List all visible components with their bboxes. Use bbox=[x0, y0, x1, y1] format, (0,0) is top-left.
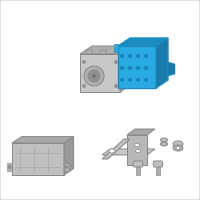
Polygon shape bbox=[102, 149, 155, 155]
Polygon shape bbox=[64, 137, 74, 175]
Polygon shape bbox=[80, 46, 132, 54]
Ellipse shape bbox=[144, 66, 148, 70]
Ellipse shape bbox=[144, 78, 148, 82]
Ellipse shape bbox=[120, 66, 124, 70]
Bar bbox=[136, 167, 140, 175]
Ellipse shape bbox=[134, 144, 140, 146]
Polygon shape bbox=[80, 54, 120, 92]
Ellipse shape bbox=[114, 84, 118, 88]
Ellipse shape bbox=[144, 54, 148, 58]
Ellipse shape bbox=[173, 145, 183, 151]
Ellipse shape bbox=[128, 54, 132, 58]
Ellipse shape bbox=[136, 78, 140, 82]
Ellipse shape bbox=[83, 60, 86, 64]
Ellipse shape bbox=[176, 146, 180, 150]
Ellipse shape bbox=[160, 138, 168, 142]
Polygon shape bbox=[118, 38, 168, 46]
Ellipse shape bbox=[84, 66, 104, 86]
Polygon shape bbox=[7, 163, 12, 171]
Polygon shape bbox=[133, 161, 143, 167]
Polygon shape bbox=[85, 50, 93, 54]
Polygon shape bbox=[127, 135, 147, 165]
Bar bbox=[156, 167, 160, 175]
Ellipse shape bbox=[88, 70, 100, 82]
Ellipse shape bbox=[136, 54, 140, 58]
Polygon shape bbox=[113, 50, 121, 54]
Polygon shape bbox=[120, 46, 132, 92]
Ellipse shape bbox=[92, 74, 96, 78]
Ellipse shape bbox=[128, 78, 132, 82]
Ellipse shape bbox=[109, 149, 115, 153]
Polygon shape bbox=[168, 62, 175, 76]
Ellipse shape bbox=[120, 78, 124, 82]
Polygon shape bbox=[12, 137, 74, 143]
Ellipse shape bbox=[136, 66, 140, 70]
Polygon shape bbox=[102, 139, 130, 159]
Polygon shape bbox=[64, 163, 69, 171]
Polygon shape bbox=[114, 44, 118, 52]
Polygon shape bbox=[127, 129, 155, 135]
Ellipse shape bbox=[114, 60, 118, 64]
Ellipse shape bbox=[65, 166, 68, 168]
Polygon shape bbox=[156, 38, 168, 88]
Ellipse shape bbox=[8, 166, 11, 168]
Polygon shape bbox=[153, 161, 163, 167]
Ellipse shape bbox=[128, 66, 132, 70]
Polygon shape bbox=[118, 46, 156, 88]
Ellipse shape bbox=[173, 141, 183, 147]
Ellipse shape bbox=[160, 142, 168, 146]
Ellipse shape bbox=[83, 84, 86, 88]
Polygon shape bbox=[12, 143, 64, 175]
Ellipse shape bbox=[120, 54, 124, 58]
Polygon shape bbox=[99, 50, 107, 54]
Ellipse shape bbox=[136, 150, 140, 152]
Ellipse shape bbox=[162, 143, 166, 145]
